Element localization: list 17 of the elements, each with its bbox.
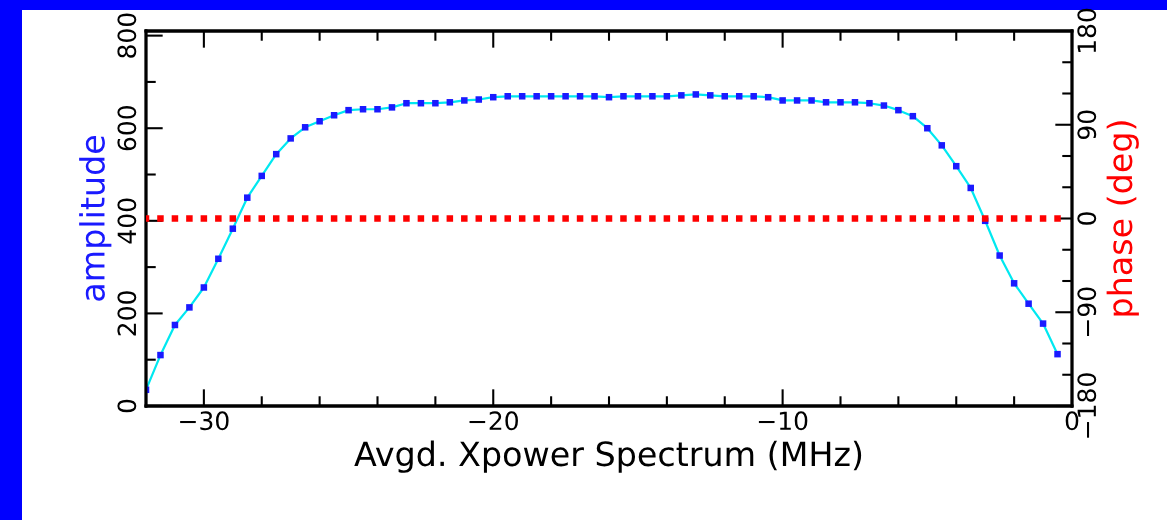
- x-tick-label: −30: [180, 411, 229, 431]
- y2-tick-label: −180: [1077, 373, 1097, 438]
- y-tick-label: 600: [117, 106, 137, 151]
- y-axis-title: amplitude: [79, 136, 112, 301]
- x-tick-label: 0: [1065, 411, 1079, 431]
- x-tick-label: −10: [758, 411, 808, 431]
- y2-tick-label: 90: [1077, 110, 1097, 140]
- y-tick-label: 0: [117, 399, 137, 413]
- y2-tick-label: −90: [1077, 287, 1097, 336]
- y2-axis-title: phase (deg): [1106, 121, 1139, 316]
- x-tick-label: −20: [469, 411, 518, 431]
- x-axis-title: Avgd. Xpower Spectrum (MHz): [354, 440, 862, 473]
- y2-tick-label: 180: [1077, 8, 1097, 53]
- y-tick-label: 200: [117, 291, 137, 336]
- y-tick-label: 400: [117, 198, 137, 244]
- y-tick-label: 800: [117, 13, 137, 58]
- y2-tick-label: 0: [1077, 212, 1097, 225]
